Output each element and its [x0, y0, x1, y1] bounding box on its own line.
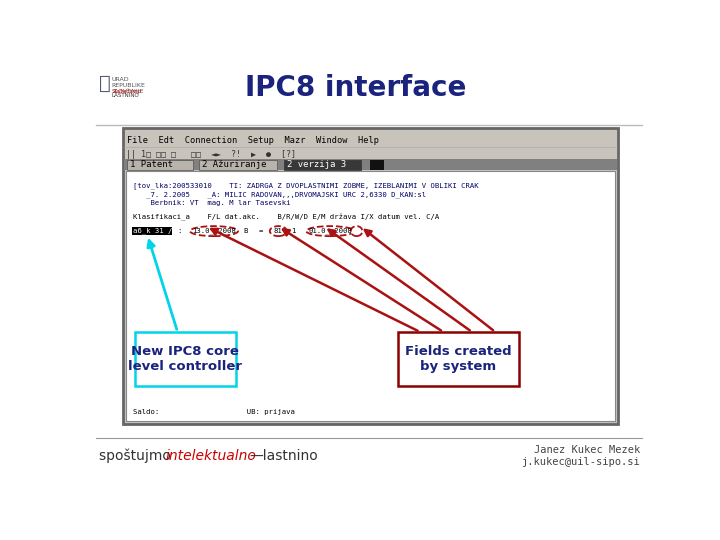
Text: ⛊: ⛊	[99, 74, 111, 93]
FancyBboxPatch shape	[284, 159, 361, 170]
FancyBboxPatch shape	[132, 227, 172, 235]
Text: j.kukec@uil-sipo.si: j.kukec@uil-sipo.si	[521, 457, 640, 467]
Text: 2 Ažuriranje: 2 Ažuriranje	[202, 160, 267, 170]
Text: Berbnik: VT  mag. M lar Tasevski: Berbnik: VT mag. M lar Tasevski	[132, 200, 290, 206]
FancyBboxPatch shape	[370, 159, 384, 170]
Text: LASTNINO: LASTNINO	[112, 93, 140, 98]
Text: File  Edt  Connection  Setup  Mazr  Window  Help: File Edt Connection Setup Mazr Window He…	[127, 136, 379, 145]
Text: || 1□ □□ □   □□  ◄►  ?!  ▶  ●  [?]: || 1□ □□ □ □□ ◄► ?! ▶ ● [?]	[126, 150, 296, 159]
FancyBboxPatch shape	[398, 332, 518, 386]
Ellipse shape	[190, 226, 238, 236]
Text: New IPC8 core
level controller: New IPC8 core level controller	[128, 345, 243, 373]
FancyBboxPatch shape	[127, 171, 615, 421]
Text: _7. 2.2005    _A: MILIC RADOVAN,,,DRVOMAJSKI URC 2,6330 D_KAN:sl: _7. 2.2005 _A: MILIC RADOVAN,,,DRVOMAJSK…	[132, 191, 426, 198]
Text: intelektualno: intelektualno	[166, 449, 257, 463]
Text: [tov_lka:200533010    TI: ZADRGA Z DVOPLASTNIMI ZOBME, IZEBLANIMI V OBLIKI CRAK: [tov_lka:200533010 TI: ZADRGA Z DVOPLAST…	[132, 182, 478, 188]
Text: 2 verzija 3: 2 verzija 3	[287, 160, 346, 170]
Text: 01.0_.2008: 01.0_.2008	[308, 228, 352, 234]
Ellipse shape	[306, 226, 354, 236]
Text: spoštujmo: spoštujmo	[99, 449, 176, 463]
Text: 13.0_.2008: 13.0_.2008	[192, 228, 236, 234]
Text: 1: 1	[291, 228, 295, 234]
FancyBboxPatch shape	[123, 128, 618, 424]
FancyBboxPatch shape	[199, 159, 276, 170]
Text: URAD
REPUBLIKE
SLOVENIJE: URAD REPUBLIKE SLOVENIJE	[112, 77, 145, 94]
Text: 81: 81	[274, 228, 283, 234]
Ellipse shape	[351, 226, 362, 236]
Text: Fields created
by system: Fields created by system	[405, 345, 512, 373]
FancyBboxPatch shape	[124, 159, 617, 170]
Text: B: B	[243, 228, 248, 234]
FancyBboxPatch shape	[135, 332, 235, 386]
Text: —lastnino: —lastnino	[249, 449, 318, 463]
Text: =: =	[259, 228, 264, 234]
Text: 1 Patent: 1 Patent	[130, 160, 174, 170]
Ellipse shape	[270, 226, 287, 236]
Text: IPC8 interface: IPC8 interface	[245, 74, 467, 102]
Text: Janez Kukec Mezek: Janez Kukec Mezek	[534, 445, 640, 455]
Text: :: :	[177, 228, 181, 234]
FancyBboxPatch shape	[127, 159, 193, 170]
Text: Zaitečamo: Zaitečamo	[112, 90, 141, 94]
Text: Saldo:                    UB: prijava: Saldo: UB: prijava	[132, 409, 294, 415]
Text: a6_k 31 /: a6_k 31 /	[133, 228, 173, 234]
Text: Klasifikaci_a    F/L dat.akc.    B/R/W/D E/M država I/X datum vel. C/A: Klasifikaci_a F/L dat.akc. B/R/W/D E/M d…	[132, 214, 439, 221]
